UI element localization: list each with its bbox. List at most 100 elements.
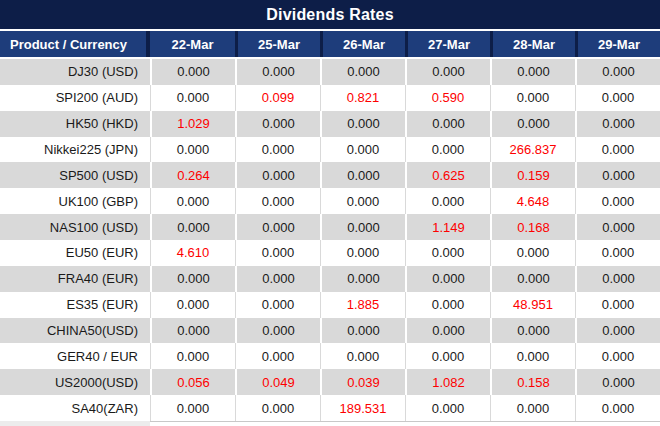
rate-cell: 0.000: [150, 266, 235, 292]
rate-cell: 0.000: [320, 214, 405, 240]
rate-cell: 4.610: [150, 240, 235, 266]
product-cell: CHINA50(USD): [0, 318, 150, 344]
rate-cell: 0.000: [150, 137, 235, 163]
rate-cell: 0.099: [235, 85, 320, 111]
table-row: GER40 / EUR0.0000.0000.0000.0000.0000.00…: [0, 343, 660, 369]
rate-cell: 0.000: [490, 240, 575, 266]
date-header: 25-Mar: [235, 31, 320, 57]
product-cell: GER40 / EUR: [0, 343, 150, 369]
rate-cell: 0.168: [490, 214, 575, 240]
table-row: CHINA50(USD)0.0000.0000.0000.0000.0000.0…: [0, 318, 660, 344]
rate-cell: 0.000: [575, 59, 660, 85]
widget-title: Dividends Rates: [266, 6, 393, 24]
rate-cell: 0.000: [320, 137, 405, 163]
table-row: DJ30 (USD)0.0000.0000.0000.0000.0000.000: [0, 59, 660, 85]
rate-cell: 0.000: [575, 292, 660, 318]
product-cell: ES35 (EUR): [0, 292, 150, 318]
rate-cell: 0.590: [405, 85, 490, 111]
rate-cell: 0.000: [405, 111, 490, 137]
rate-cell: 1.149: [405, 214, 490, 240]
rate-cell: 0.000: [575, 395, 660, 421]
title-bar: Dividends Rates: [0, 0, 660, 31]
rate-cell: 0.000: [235, 395, 320, 421]
table-row: Nikkei225 (JPN)0.0000.0000.0000.000266.8…: [0, 137, 660, 163]
rate-cell: 0.000: [575, 111, 660, 137]
table-header-row: Product / Currency 22-Mar25-Mar26-Mar27-…: [0, 31, 660, 59]
date-header: 27-Mar: [405, 31, 490, 57]
rate-cell: 0.000: [235, 59, 320, 85]
rate-cell: 0.056: [150, 369, 235, 395]
rate-cell: 0.000: [405, 266, 490, 292]
rate-cell: 0.000: [490, 59, 575, 85]
rate-cell: 0.000: [575, 240, 660, 266]
dividends-rates-widget: Dividends Rates Product / Currency 22-Ma…: [0, 0, 660, 426]
rate-cell: 0.000: [320, 188, 405, 214]
product-cell: US2000(USD): [0, 369, 150, 395]
rate-cell: 0.000: [235, 214, 320, 240]
product-cell: SPI200 (AUD): [0, 85, 150, 111]
table-row: HK50 (HKD)1.0290.0000.0000.0000.0000.000: [0, 111, 660, 137]
rate-cell: 0.000: [405, 240, 490, 266]
rate-cell: 0.000: [235, 292, 320, 318]
table-row: ES35 (EUR)0.0000.0001.8850.00048.9510.00…: [0, 292, 660, 318]
rate-cell: 0.000: [575, 214, 660, 240]
rate-cell: 0.039: [320, 369, 405, 395]
rate-cell: 0.000: [575, 369, 660, 395]
rate-cell: 0.000: [405, 188, 490, 214]
rate-cell: 0.000: [235, 162, 320, 188]
product-cell: HK50 (HKD): [0, 111, 150, 137]
rate-cell: 0.000: [320, 343, 405, 369]
rate-cell: 0.000: [575, 188, 660, 214]
rate-cell: 0.821: [320, 85, 405, 111]
product-currency-header: Product / Currency: [0, 31, 150, 57]
table-row: EU50 (EUR)4.6100.0000.0000.0000.0000.000: [0, 240, 660, 266]
rate-cell: 189.531: [320, 395, 405, 421]
product-cell: FRA40 (EUR): [0, 266, 150, 292]
rate-cell: 48.951: [490, 292, 575, 318]
rate-cell: 0.000: [490, 111, 575, 137]
rate-cell: 0.000: [575, 162, 660, 188]
bottom-edge-right: [150, 421, 660, 426]
rate-cell: 0.000: [405, 343, 490, 369]
rate-cell: 0.000: [575, 85, 660, 111]
table-bottom-edge: [0, 421, 660, 426]
rate-cell: 0.000: [320, 111, 405, 137]
date-header: 22-Mar: [150, 31, 235, 57]
date-header: 29-Mar: [575, 31, 660, 57]
rate-cell: 0.000: [320, 59, 405, 85]
table-row: SPI200 (AUD)0.0000.0990.8210.5900.0000.0…: [0, 85, 660, 111]
product-cell: SA40(ZAR): [0, 395, 150, 421]
rate-cell: 0.000: [490, 85, 575, 111]
rate-cell: 0.159: [490, 162, 575, 188]
rate-cell: 0.000: [320, 240, 405, 266]
rate-cell: 0.000: [235, 343, 320, 369]
rate-cell: 0.000: [405, 137, 490, 163]
date-header: 26-Mar: [320, 31, 405, 57]
rate-cell: 0.000: [575, 266, 660, 292]
rate-cell: 0.000: [150, 395, 235, 421]
rate-cell: 0.000: [150, 318, 235, 344]
rate-cell: 0.000: [150, 292, 235, 318]
date-header: 28-Mar: [490, 31, 575, 57]
rate-cell: 0.000: [490, 343, 575, 369]
product-cell: UK100 (GBP): [0, 188, 150, 214]
rate-cell: 1.885: [320, 292, 405, 318]
rate-cell: 0.264: [150, 162, 235, 188]
table-row: UK100 (GBP)0.0000.0000.0000.0004.6480.00…: [0, 188, 660, 214]
rate-cell: 0.000: [235, 137, 320, 163]
rate-cell: 0.000: [235, 318, 320, 344]
rate-cell: 0.000: [235, 111, 320, 137]
rate-cell: 0.000: [320, 266, 405, 292]
rate-cell: 0.000: [150, 343, 235, 369]
table-row: SA40(ZAR)0.0000.000189.5310.0000.0000.00…: [0, 395, 660, 421]
rate-cell: 0.000: [575, 137, 660, 163]
rate-cell: 0.000: [575, 343, 660, 369]
product-cell: SP500 (USD): [0, 162, 150, 188]
table-row: SP500 (USD)0.2640.0000.0000.6250.1590.00…: [0, 162, 660, 188]
rate-cell: 0.000: [150, 59, 235, 85]
table-row: FRA40 (EUR)0.0000.0000.0000.0000.0000.00…: [0, 266, 660, 292]
product-cell: NAS100 (USD): [0, 214, 150, 240]
rate-cell: 0.000: [235, 266, 320, 292]
rate-cell: 0.000: [490, 266, 575, 292]
rate-cell: 0.000: [405, 59, 490, 85]
